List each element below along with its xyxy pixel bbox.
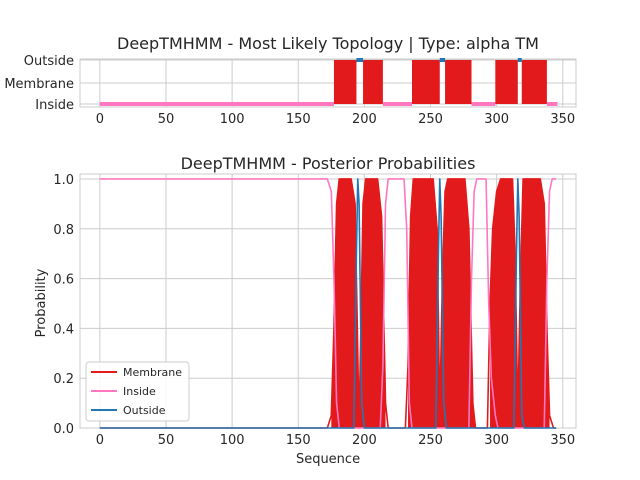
legend-items: Membrane Inside Outside bbox=[91, 366, 182, 417]
posterior-x-tick-label: 350 bbox=[550, 433, 575, 448]
posterior-chart: DeepTMHMM - Posterior Probabilities 0.00… bbox=[34, 154, 577, 467]
topology-x-tick-label: 100 bbox=[220, 112, 245, 127]
series-line-outside bbox=[99, 178, 557, 429]
posterior-y-tick-label: 0.8 bbox=[53, 223, 74, 238]
series-line-inside bbox=[99, 178, 557, 429]
posterior-x-tick-label: 250 bbox=[418, 433, 443, 448]
topology-membrane-segment bbox=[445, 60, 472, 104]
topology-membrane-segment bbox=[333, 60, 357, 104]
topology-x-tick-label: 350 bbox=[550, 112, 575, 127]
posterior-series-lines bbox=[99, 178, 557, 429]
topology-x-tick-label: 0 bbox=[96, 112, 104, 127]
topology-x-tick-label: 300 bbox=[484, 112, 509, 127]
posterior-y-ticks: 0.0 0.2 0.4 0.6 0.8 1.0 bbox=[53, 173, 74, 437]
legend-box bbox=[85, 361, 190, 422]
membrane-fill-region bbox=[439, 178, 476, 428]
posterior-x-tick-label: 300 bbox=[484, 433, 509, 448]
topology-y-ticks: Outside Membrane Inside bbox=[4, 54, 74, 113]
topology-x-tick-label: 250 bbox=[418, 112, 443, 127]
topology-y-tick-label: Inside bbox=[35, 98, 74, 113]
posterior-y-tick-label: 0.0 bbox=[53, 422, 74, 437]
posterior-x-tick-label: 0 bbox=[96, 433, 104, 448]
membrane-fill-region bbox=[331, 178, 361, 428]
topology-membrane-segment bbox=[495, 60, 518, 104]
membrane-fill-region bbox=[490, 178, 521, 428]
topology-x-tick-label: 50 bbox=[158, 112, 175, 127]
membrane-fill-region bbox=[357, 178, 386, 428]
legend-label: Outside bbox=[123, 404, 166, 417]
topology-x-tick-label: 200 bbox=[352, 112, 377, 127]
posterior-x-tick-label: 150 bbox=[286, 433, 311, 448]
membrane-fill-region bbox=[408, 178, 443, 428]
legend-label: Membrane bbox=[123, 366, 182, 379]
topology-y-tick-label: Outside bbox=[24, 54, 74, 69]
topology-membrane-segment bbox=[363, 60, 383, 104]
posterior-x-tick-label: 100 bbox=[220, 433, 245, 448]
membrane-fill-region bbox=[517, 178, 550, 428]
topology-x-tick-label: 150 bbox=[286, 112, 311, 127]
legend: Membrane Inside Outside bbox=[85, 361, 190, 422]
y-axis-label: Probability bbox=[34, 268, 49, 337]
posterior-y-tick-label: 1.0 bbox=[53, 173, 74, 188]
posterior-y-tick-label: 0.4 bbox=[53, 322, 74, 337]
posterior-x-tick-label: 50 bbox=[158, 433, 175, 448]
topology-x-ticks: 0 50 100 150 200 250 300 350 bbox=[96, 112, 575, 127]
posterior-title: DeepTMHMM - Posterior Probabilities bbox=[181, 154, 476, 173]
topology-title: DeepTMHMM - Most Likely Topology | Type:… bbox=[117, 34, 539, 53]
membrane-fill-regions bbox=[331, 178, 550, 428]
legend-label: Inside bbox=[123, 385, 156, 398]
topology-y-tick-label: Membrane bbox=[4, 77, 74, 92]
posterior-x-tick-label: 200 bbox=[352, 433, 377, 448]
posterior-y-tick-label: 0.6 bbox=[53, 273, 74, 288]
x-axis-label: Sequence bbox=[296, 452, 360, 467]
posterior-x-ticks: 0 50 100 150 200 250 300 350 bbox=[96, 433, 575, 448]
posterior-y-tick-label: 0.2 bbox=[53, 372, 74, 387]
topology-membrane-segment bbox=[521, 60, 547, 104]
series-line-membrane bbox=[99, 178, 557, 429]
topology-chart: DeepTMHMM - Most Likely Topology | Type:… bbox=[4, 34, 577, 127]
topology-membrane-segment bbox=[411, 60, 440, 104]
topology-segments bbox=[99, 58, 558, 106]
